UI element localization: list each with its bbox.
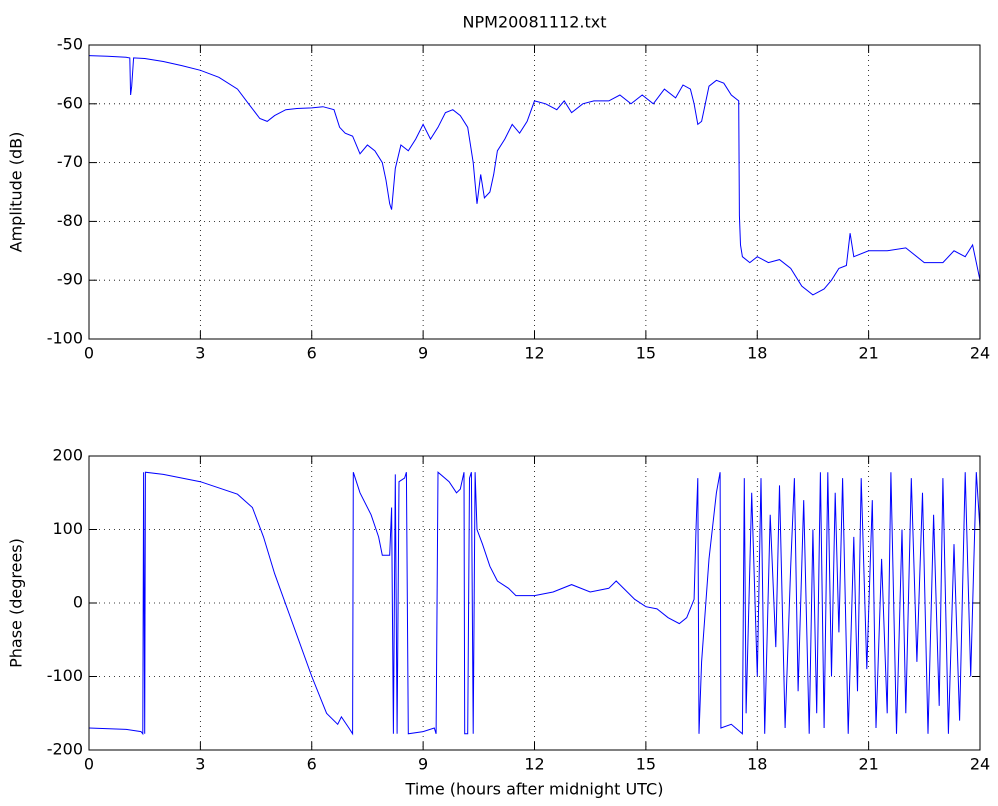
x-tick-label: 18 — [747, 755, 767, 774]
x-tick-label: 9 — [418, 344, 428, 363]
subplot: 0 3 6 9 12 15 18 21 24 -200 -100 0 100 200 Time (hours… — [7, 446, 991, 799]
y-tick-label: 200 — [52, 446, 83, 465]
x-tick-label: 15 — [636, 755, 656, 774]
x-tick-label: 21 — [858, 344, 878, 363]
x-tick-label: 3 — [195, 344, 205, 363]
x-tick-label: 12 — [524, 344, 544, 363]
x-tick-label: 3 — [195, 755, 205, 774]
x-tick-label: 18 — [747, 344, 767, 363]
y-tick-label: -80 — [57, 211, 83, 230]
x-tick-label: 24 — [970, 755, 990, 774]
x-tick-label: 0 — [84, 755, 94, 774]
x-tick-label: 15 — [636, 344, 656, 363]
data-line — [88, 471, 981, 736]
x-axis-label: Time (hours after midnight UTC) — [405, 780, 664, 799]
plot-area — [89, 45, 980, 339]
x-tick-label: 12 — [524, 755, 544, 774]
x-tick-label: 21 — [858, 755, 878, 774]
chart-title: NPM20081112.txt — [463, 13, 607, 32]
y-axis-label: Amplitude (dB) — [7, 132, 26, 253]
y-tick-label: -60 — [57, 93, 83, 112]
y-tick-label: -50 — [57, 35, 83, 54]
y-tick-label: -200 — [47, 740, 83, 759]
y-tick-label: 0 — [73, 593, 83, 612]
x-tick-label: 6 — [307, 344, 317, 363]
x-tick-label: 6 — [307, 755, 317, 774]
axes-frame — [88, 44, 981, 340]
y-tick-label: -100 — [47, 329, 83, 348]
axes-frame — [88, 455, 981, 751]
subplot: 0 3 6 9 12 15 18 21 24 -100 -90 -80 -70 -60 -50 NPM2008… — [7, 13, 991, 363]
y-tick-label: -70 — [57, 152, 83, 171]
x-tick-label: 9 — [418, 755, 428, 774]
y-tick-label: -100 — [47, 666, 83, 685]
y-tick-label: 100 — [52, 519, 83, 538]
y-tick-label: -90 — [57, 270, 83, 289]
y-axis-label: Phase (degrees) — [7, 538, 26, 668]
x-tick-label: 0 — [84, 344, 94, 363]
x-tick-label: 24 — [970, 344, 990, 363]
data-line — [88, 55, 981, 296]
